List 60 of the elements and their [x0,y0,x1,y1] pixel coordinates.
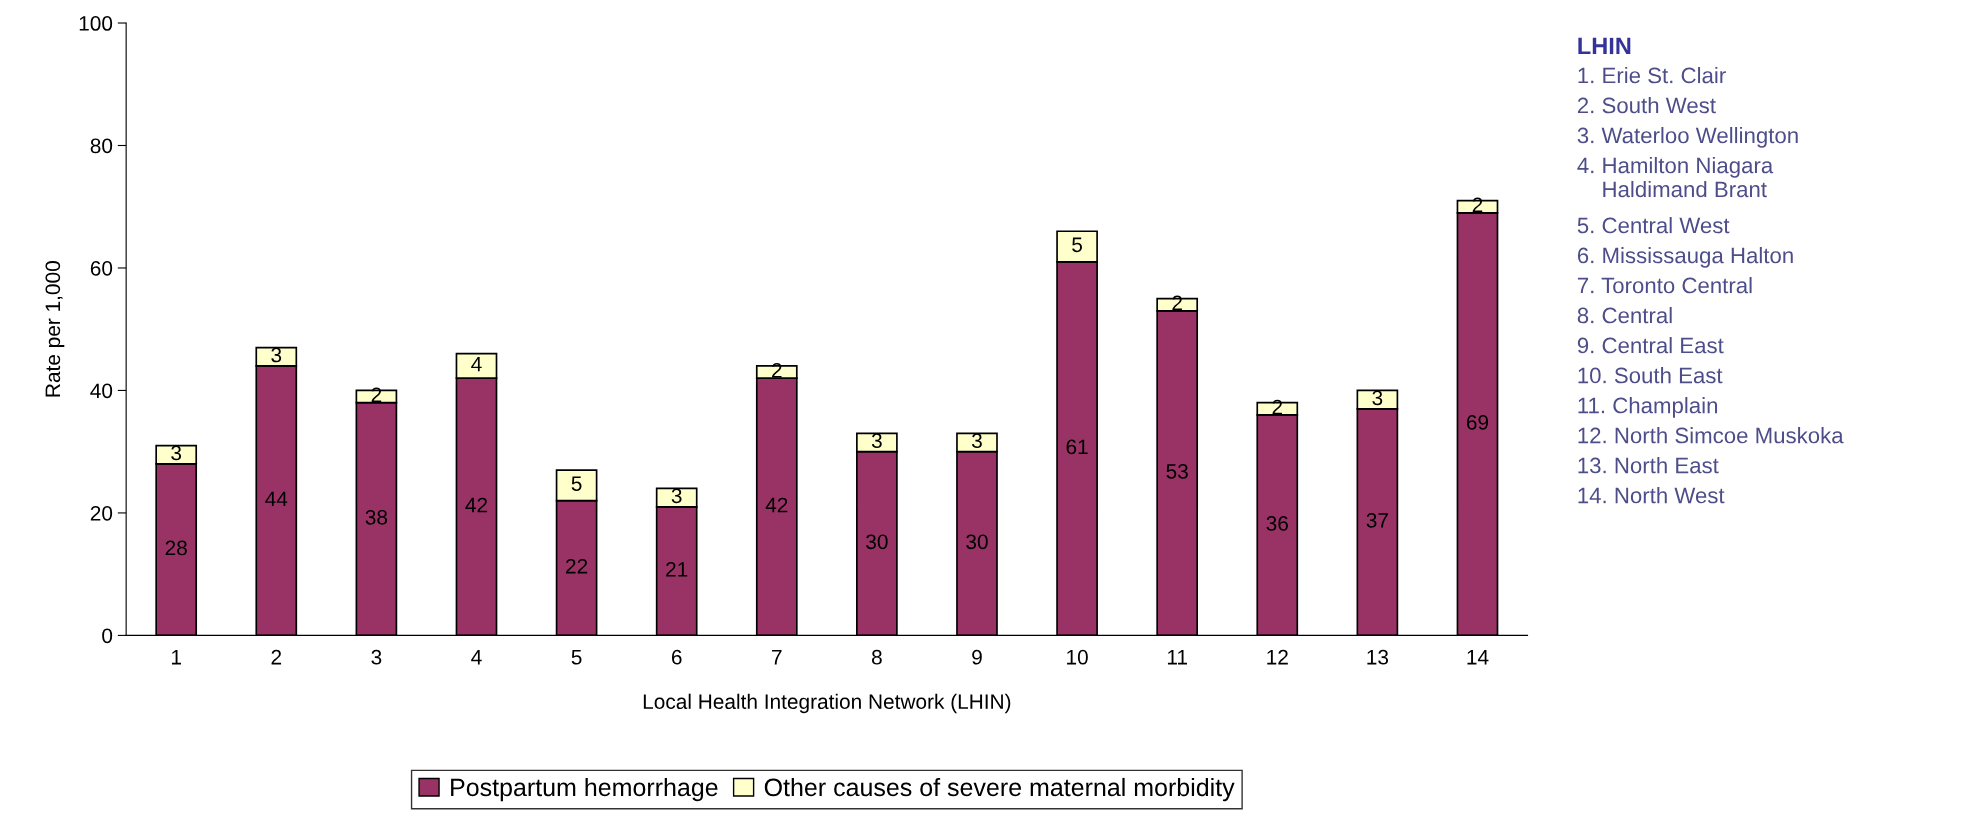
text: 5. Central West [1577,217,1730,234]
x-tick-label: 10 [1067,649,1088,665]
text: 11. Champlain [1578,397,1718,418]
data-label: 36 [1266,516,1288,531]
data-label: 69 [1466,414,1489,430]
data-label: 38 [365,509,388,525]
data-label: 5 [1072,237,1082,253]
x-tick-label: 13 [1367,649,1389,665]
data-label: 21 [666,561,688,577]
data-label: 4 [471,357,482,372]
y-tick-label: 40 [90,383,113,399]
text: 1. Erie St. Clair [1578,66,1726,84]
x-tick-label: 8 [872,649,882,665]
text: 2. South West [1577,97,1716,114]
text: 14. North West [1578,487,1725,504]
y-tick-label: 60 [90,260,113,276]
data-label: 37 [1366,512,1388,528]
data-label: 30 [866,534,888,550]
data-label: 44 [265,491,288,507]
text: 13. North East [1578,457,1719,474]
data-label: 3 [271,347,282,363]
text: 3. Waterloo Wellington [1577,127,1798,148]
data-label: 42 [765,497,788,513]
text: 6. Mississauga Halton [1577,247,1793,268]
text: 9. Central East [1577,337,1724,354]
y-tick-label: 20 [90,505,113,521]
x-tick-label: 9 [972,649,982,665]
text: 10. South East [1578,367,1723,384]
x-tick-label: 5 [571,650,582,665]
x-tick-label: 4 [471,650,482,665]
data-label: 3 [171,445,182,461]
legend-label: Postpartum hemorrhage [451,777,718,802]
data-label: 5 [571,476,582,491]
legend-label: Other causes of severe maternal morbidity [764,777,1235,802]
data-label: 3 [1372,390,1383,406]
x-tick-label: 6 [671,649,682,665]
x-tick-label: 12 [1267,649,1288,665]
y-axis-title: Rate per 1,000 [45,261,65,397]
data-label: 22 [566,558,588,574]
y-tick-label: 100 [79,16,113,31]
text: 4. Hamilton Niagara Haldimand Brant [1577,157,1774,198]
data-label: 53 [1166,463,1188,479]
data-label: 28 [165,540,187,556]
data-label: 30 [966,534,988,550]
x-tick-label: 7 [772,650,782,665]
text: 8. Central [1577,307,1672,324]
data-label: 61 [1066,439,1088,455]
data-label: 3 [671,488,682,504]
x-axis-title: Local Health Integration Network (LHIN) [643,693,1011,714]
x-tick-label: 1 [171,650,181,665]
x-tick-label: 14 [1467,650,1489,665]
text: 7. Toronto Central [1577,277,1752,294]
data-label: 42 [465,497,488,513]
x-tick-label: 11 [1167,650,1187,665]
text: 12. North Simcoe Muskoka [1578,427,1844,444]
text: LHIN [1578,37,1631,55]
y-tick-label: 0 [102,628,113,644]
x-tick-label: 3 [371,649,382,665]
x-tick-label: 2 [271,649,282,665]
y-tick-label: 80 [90,138,113,154]
